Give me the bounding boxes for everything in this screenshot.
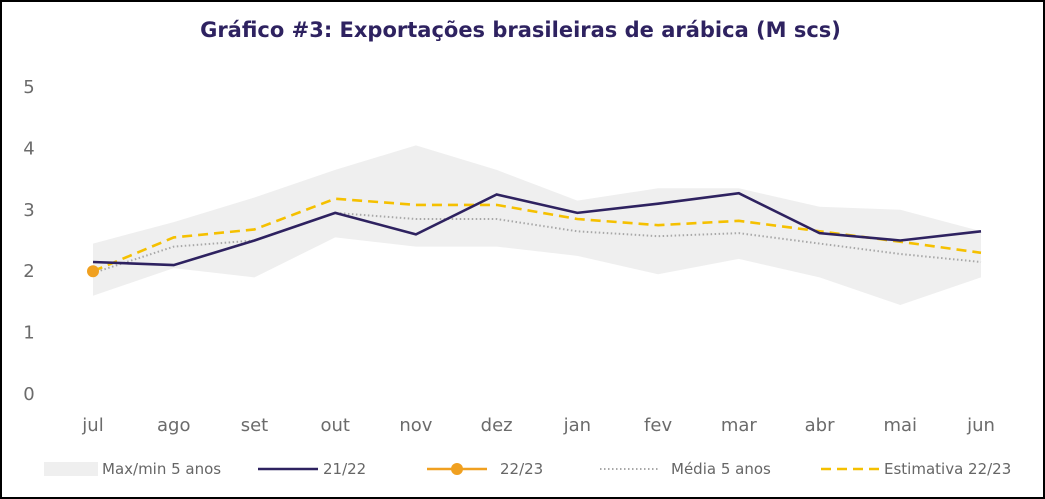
series-22-23-point-0 [87, 265, 99, 278]
x-tick-label: out [320, 415, 349, 436]
x-tick-label: set [241, 415, 269, 436]
y-tick-label: 0 [23, 384, 34, 405]
series-21-22-line [92, 191, 982, 267]
legend-swatch-max-min [44, 462, 98, 476]
y-tick-label: 3 [23, 200, 34, 221]
y-tick-label: 1 [23, 323, 34, 344]
series-m-dia-5-anos-line [92, 211, 982, 274]
x-tick-label: dez [481, 415, 513, 436]
y-tick-label: 4 [23, 138, 34, 159]
x-tick-label: jun [966, 415, 995, 436]
x-tick-label: abr [805, 415, 835, 436]
legend-marker-22-23 [451, 463, 463, 475]
legend-label-max-min: Max/min 5 anos [102, 460, 221, 478]
y-tick-label: 2 [23, 261, 34, 282]
legend-label-21-22: 21/22 [323, 460, 366, 478]
chart-title: Gráfico #3: Exportações brasileiras de a… [200, 18, 841, 42]
band-max-min [93, 145, 981, 305]
x-tick-label: nov [399, 415, 432, 436]
x-tick-label: jan [563, 415, 591, 436]
x-tick-label: fev [644, 415, 672, 436]
x-tick-label: ago [157, 415, 190, 436]
legend-label-22-23: 22/23 [500, 460, 543, 478]
y-tick-label: 5 [23, 77, 34, 98]
x-tick-label: mar [721, 415, 758, 436]
series-estimativa-22-23-line [92, 197, 982, 273]
x-tick-label: jul [81, 415, 103, 436]
legend-label-estimativa-22-23: Estimativa 22/23 [884, 460, 1011, 478]
legend-label-m-dia-5-anos: Média 5 anos [671, 460, 771, 478]
x-tick-label: mai [883, 415, 917, 436]
